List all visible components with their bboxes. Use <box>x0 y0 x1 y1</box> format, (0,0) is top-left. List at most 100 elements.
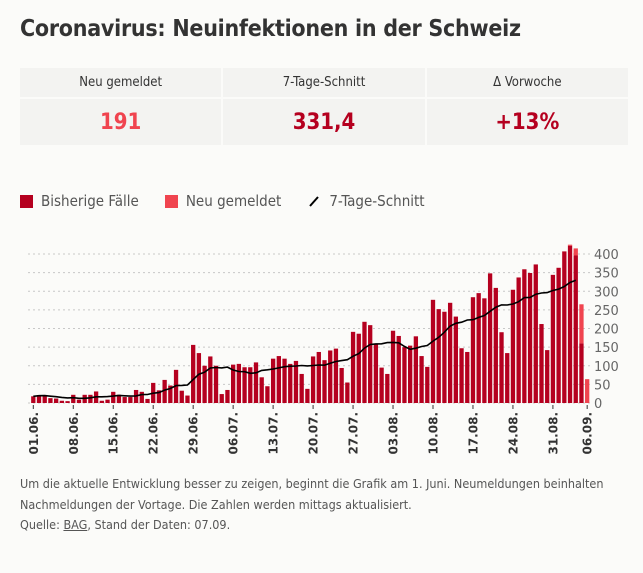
x-tick-label: 31.08. <box>546 412 560 455</box>
bar-prior <box>470 297 476 403</box>
bar-prior <box>482 298 487 403</box>
bar-prior <box>579 343 584 403</box>
avg-line <box>33 279 577 400</box>
legend-label: Neu gemeldet <box>185 192 282 210</box>
x-tick-label: 17.08. <box>466 412 480 455</box>
bar-prior <box>573 255 578 403</box>
bar-prior <box>111 391 116 403</box>
x-tick-label: 10.08. <box>427 412 441 455</box>
footnote-text: Um die aktuelle Entwicklung besser zu ze… <box>20 476 604 512</box>
bar-prior <box>248 367 253 403</box>
bar-prior <box>350 331 356 403</box>
kpi-value: +13% <box>495 109 560 135</box>
kpi-label: Δ Vorwoche <box>426 68 628 99</box>
bar-prior <box>453 316 458 403</box>
bar-prior <box>436 309 441 403</box>
bar-prior <box>545 350 550 403</box>
bar-prior <box>562 251 567 403</box>
bar-prior <box>259 377 264 403</box>
source-link[interactable]: BAG <box>63 517 88 532</box>
y-tick-label: 350 <box>594 267 619 282</box>
bar-prior <box>145 398 150 403</box>
bar-prior <box>288 363 293 403</box>
bar-prior <box>408 345 413 403</box>
y-tick-label: 200 <box>594 323 619 338</box>
bar-prior <box>270 358 276 403</box>
kpi-table: Neu gemeldet 191 7-Tage-Schnitt 331,4 Δ … <box>20 68 628 145</box>
y-tick-label: 250 <box>594 304 619 319</box>
bar-prior <box>505 353 510 403</box>
bar-prior <box>516 277 521 403</box>
bar-prior <box>333 348 339 403</box>
bar-prior <box>402 347 407 403</box>
bar-prior <box>162 379 167 403</box>
bar-prior <box>322 360 327 403</box>
bar-prior <box>510 289 516 403</box>
x-tick-label: 08.06. <box>67 412 81 455</box>
bar-prior <box>265 386 270 403</box>
bar-prior <box>419 356 424 403</box>
bar-prior <box>533 264 538 403</box>
bar-prior <box>219 394 224 403</box>
bar-prior <box>105 399 110 403</box>
bar-prior <box>31 396 36 403</box>
x-tick-label: 22.06. <box>147 412 161 455</box>
legend-new: Neu gemeldet <box>164 192 282 210</box>
bar-prior <box>425 366 430 403</box>
bar-prior <box>122 397 127 403</box>
y-tick-label: 100 <box>594 360 619 375</box>
bar-prior <box>522 269 527 403</box>
x-tick-label: 24.08. <box>506 412 520 455</box>
legend-label: 7-Tage-Schnitt <box>329 192 425 210</box>
x-tick-label: 06.07. <box>227 412 241 455</box>
bar-prior <box>99 400 104 403</box>
x-tick-label: 01.06. <box>27 412 41 455</box>
kpi-value: 331,4 <box>292 109 356 135</box>
bar-prior <box>231 364 236 403</box>
legend-swatch <box>20 194 33 208</box>
x-tick-label: 15.06. <box>107 412 121 455</box>
legend-prior: Bisherige Fälle <box>20 192 139 210</box>
kpi-label: Neu gemeldet <box>20 68 222 99</box>
bar-prior <box>390 330 396 403</box>
bar-prior <box>42 395 47 403</box>
bar-prior <box>191 344 196 403</box>
bar-prior <box>345 382 350 403</box>
bar-prior <box>185 395 190 403</box>
bar-prior <box>487 273 493 403</box>
kpi-value: 191 <box>100 109 142 135</box>
legend: Bisherige Fälle Neu gemeldet 7-Tage-Schn… <box>20 192 451 210</box>
bar-new <box>573 248 578 256</box>
chart-plot: 0 50 100 150 200 250 300 350 400 01.06. 08.06. 15.0… <box>27 244 619 455</box>
bar-prior <box>48 398 53 403</box>
bar-prior <box>465 351 470 403</box>
bar-prior <box>493 287 498 403</box>
bar-new <box>585 379 590 403</box>
x-tick-label: 20.07. <box>307 412 321 455</box>
bar-prior <box>293 360 299 403</box>
bar-prior <box>447 302 453 403</box>
bar-prior <box>430 299 436 403</box>
bar-prior <box>202 365 207 403</box>
bar-prior <box>310 356 316 403</box>
bar-prior <box>362 321 367 403</box>
bar-prior <box>373 344 379 403</box>
source-prefix: Quelle: <box>20 517 64 532</box>
kpi-new: Neu gemeldet 191 <box>20 68 222 145</box>
bar-prior <box>179 390 184 403</box>
source-suffix: , Stand der Daten: 07.09. <box>87 517 231 532</box>
bar-prior <box>156 390 162 403</box>
bar-prior <box>459 348 464 403</box>
bar-prior <box>196 353 202 403</box>
bar-prior <box>328 350 333 403</box>
bar-prior <box>527 272 533 403</box>
bar-prior <box>385 373 390 403</box>
legend-swatch <box>164 194 178 208</box>
legend-label: Bisherige Fälle <box>41 192 139 210</box>
bar-prior <box>213 365 219 403</box>
bar-prior <box>76 399 82 403</box>
bar-prior <box>139 391 144 403</box>
x-tick-label: 06.09. <box>581 412 595 455</box>
bar-prior <box>368 325 373 403</box>
bar-prior <box>550 274 556 403</box>
